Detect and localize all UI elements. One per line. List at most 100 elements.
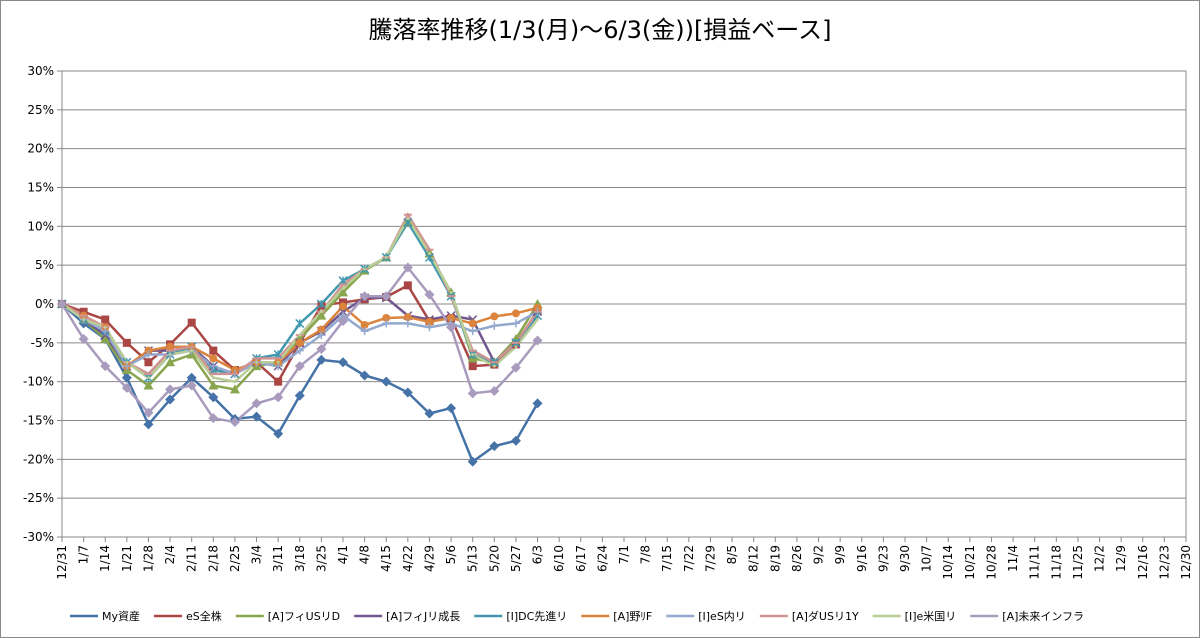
marker [251, 398, 262, 409]
marker [381, 291, 392, 302]
marker [363, 267, 367, 271]
x-tick-label: 7/22 [682, 545, 696, 572]
marker [229, 384, 240, 394]
x-tick-label: 3/25 [314, 545, 328, 572]
y-tick-label: -25% [23, 491, 54, 505]
marker [449, 290, 453, 294]
marker [468, 362, 477, 371]
marker [208, 413, 219, 424]
marker [187, 318, 196, 327]
y-tick-label: 20% [27, 142, 54, 156]
legend-label: [A]野ﾘF [613, 610, 652, 623]
legend-label: [I]DC先進リ [506, 610, 567, 623]
x-tick-label: 5/6 [444, 545, 458, 564]
x-tick-label: 12/31 [55, 545, 69, 580]
marker [208, 392, 219, 403]
x-tick-label: 7/15 [660, 545, 674, 572]
y-tick-label: -20% [23, 452, 54, 466]
y-tick-label: -5% [31, 336, 54, 350]
y-tick-label: 5% [35, 258, 54, 272]
marker [446, 403, 457, 414]
marker [144, 350, 153, 359]
x-tick-label: 1/14 [98, 545, 112, 572]
x-tick-label: 4/1 [336, 545, 350, 564]
marker [510, 362, 521, 373]
x-tick-label: 4/22 [401, 545, 415, 572]
x-tick-label: 9/9 [833, 545, 847, 564]
marker [468, 319, 477, 328]
x-tick-label: 1/28 [141, 545, 155, 572]
marker [381, 376, 392, 387]
x-tick-label: 6/10 [552, 545, 566, 572]
marker [317, 331, 326, 340]
y-tick-label: -15% [23, 414, 54, 428]
x-tick-label: 2/11 [185, 545, 199, 572]
marker [511, 319, 520, 328]
marker [165, 384, 176, 395]
x-tick-label: 10/7 [920, 545, 934, 572]
marker [514, 345, 518, 349]
x-tick-label: 8/12 [747, 545, 761, 572]
marker [402, 262, 413, 273]
marker [121, 372, 132, 383]
y-tick-label: 10% [27, 219, 54, 233]
x-tick-label: 8/26 [790, 545, 804, 572]
marker [295, 338, 304, 347]
marker [295, 346, 304, 355]
marker [295, 318, 305, 328]
x-tick-label: 5/20 [487, 545, 501, 572]
marker [359, 291, 370, 302]
marker [208, 380, 219, 390]
x-tick-label: 6/3 [531, 545, 545, 564]
marker [144, 358, 153, 367]
marker [229, 417, 240, 428]
marker [294, 390, 305, 401]
marker [274, 377, 283, 386]
marker [403, 281, 412, 290]
x-tick-label: 8/5 [725, 545, 739, 564]
legend-label: [A]フィUSリD [268, 610, 340, 623]
x-tick-label: 11/18 [1049, 545, 1063, 580]
marker [489, 441, 500, 452]
x-tick-label: 12/23 [1157, 545, 1171, 580]
marker [298, 333, 302, 337]
marker [341, 286, 345, 290]
marker [511, 309, 520, 318]
marker [382, 313, 391, 322]
marker [273, 392, 284, 403]
legend-label: [A]ダUSリ1Y [792, 609, 859, 623]
marker [402, 387, 413, 398]
marker [360, 320, 369, 329]
marker [255, 360, 259, 364]
marker [338, 357, 348, 368]
marker [468, 327, 477, 336]
marker [273, 349, 283, 360]
marker [165, 394, 176, 405]
marker [122, 338, 131, 347]
marker [382, 319, 391, 328]
x-tick-label: 6/17 [574, 545, 588, 572]
legend-label: eS全株 [186, 609, 222, 623]
x-tick-label: 7/29 [703, 545, 717, 572]
x-tick-label: 9/23 [876, 545, 890, 572]
marker [384, 255, 388, 259]
marker [425, 323, 434, 332]
marker [467, 388, 478, 399]
x-tick-label: 9/16 [855, 545, 869, 572]
marker [146, 376, 150, 380]
marker [532, 398, 543, 409]
x-tick-label: 7/8 [639, 545, 653, 564]
x-tick-label: 11/11 [1028, 545, 1042, 580]
marker [211, 376, 215, 380]
marker [510, 435, 521, 446]
marker [166, 342, 175, 351]
marker [360, 327, 369, 336]
marker [359, 370, 370, 381]
x-tick-label: 12/9 [1114, 545, 1128, 572]
x-tick-label: 12/2 [1093, 545, 1107, 572]
x-tick-label: 6/24 [595, 545, 609, 572]
marker [273, 428, 284, 439]
marker [209, 354, 218, 363]
x-tick-label: 9/30 [898, 545, 912, 572]
